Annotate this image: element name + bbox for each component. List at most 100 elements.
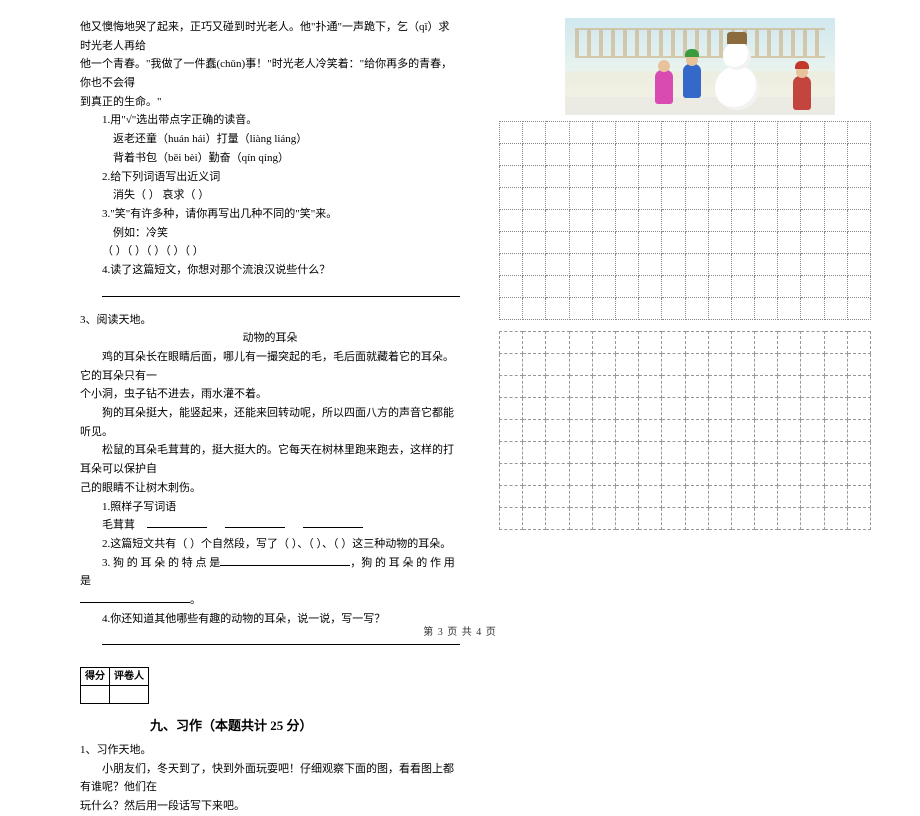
question-1: 1.用"√"选出带点字正确的读音。 [80, 111, 460, 130]
grid-cell [778, 508, 801, 530]
grid-cell [523, 298, 546, 320]
grid-cell [755, 166, 778, 188]
grid-cell [569, 398, 592, 420]
grid-cell [801, 166, 824, 188]
grid-cell [708, 276, 731, 298]
grid-cell [500, 122, 523, 144]
grid-cell [639, 442, 662, 464]
child-red [793, 76, 811, 110]
grid-cell [662, 254, 685, 276]
grid-cell [615, 144, 638, 166]
grid-cell [778, 486, 801, 508]
grid-cell [546, 332, 569, 354]
child-pink [655, 70, 673, 104]
grid-cell [523, 276, 546, 298]
grid-cell [500, 276, 523, 298]
grid-cell [639, 298, 662, 320]
grid-cell [546, 376, 569, 398]
grid-cell [731, 166, 754, 188]
passage-title: 动物的耳朵 [80, 329, 460, 348]
grid-cell [755, 486, 778, 508]
grid-cell [569, 376, 592, 398]
grid-cell [592, 298, 615, 320]
grid-cell [546, 144, 569, 166]
child-hat [685, 49, 699, 57]
grid-cell [755, 464, 778, 486]
question-3-2: 2.这篇短文共有（ ）个自然段，写了（ ）、（ ）、（ ）这三种动物的耳朵。 [80, 535, 460, 554]
page-container: 他又懊悔地哭了起来，正巧又碰到时光老人。他"扑通"一声跪下，乞（qǐ）求时光老人… [0, 0, 920, 816]
grid-cell [824, 144, 847, 166]
grid-cell [708, 442, 731, 464]
grid-cell [731, 508, 754, 530]
grid-cell [523, 166, 546, 188]
grid-cell [592, 354, 615, 376]
grid-cell [847, 464, 870, 486]
child-hat [795, 61, 809, 69]
grid-cell [523, 420, 546, 442]
question-3-blanks: （ ）（ ）（ ）（ ）（ ） [80, 242, 460, 261]
essay-prompt: 玩什么？然后用一段话写下来吧。 [80, 797, 460, 816]
grid-cell [615, 298, 638, 320]
grid-cell [500, 144, 523, 166]
grid-cell [801, 276, 824, 298]
grid-cell [639, 420, 662, 442]
question-3: 3."笑"有许多种，请你再写出几种不同的"笑"来。 [80, 205, 460, 224]
grid-cell [847, 188, 870, 210]
grid-cell [569, 166, 592, 188]
grid-cell [824, 398, 847, 420]
grid-cell [615, 464, 638, 486]
section-9-title: 九、习作（本题共计 25 分） [150, 715, 460, 737]
grid-cell [592, 276, 615, 298]
grid-cell [755, 232, 778, 254]
grid-cell [847, 332, 870, 354]
grid-cell [685, 464, 708, 486]
grid-cell [569, 442, 592, 464]
grid-cell [847, 144, 870, 166]
grid-cell [523, 442, 546, 464]
question-3-example: 例如：冷笑 [80, 224, 460, 243]
grid-cell [615, 398, 638, 420]
grid-cell [685, 122, 708, 144]
grid-cell [708, 254, 731, 276]
grid-cell [847, 232, 870, 254]
grid-cell [569, 298, 592, 320]
grid-cell [615, 188, 638, 210]
grid-cell [523, 188, 546, 210]
story-line: 到真正的生命。" [80, 93, 460, 112]
grid-cell [801, 464, 824, 486]
grid-cell [569, 464, 592, 486]
grid-cell [639, 276, 662, 298]
question-1-line: 背着书包（bēi bèi）勤奋（qín qíng） [80, 149, 460, 168]
grid-cell [778, 332, 801, 354]
grid-cell [662, 442, 685, 464]
grid-cell [662, 464, 685, 486]
grid-cell [662, 376, 685, 398]
grid-cell [824, 508, 847, 530]
grid-cell [662, 332, 685, 354]
grid-cell [662, 298, 685, 320]
grid-cell [847, 508, 870, 530]
grid-cell [592, 144, 615, 166]
grid-cell [662, 144, 685, 166]
passage-line: 松鼠的耳朵毛茸茸的，挺大挺大的。它每天在树林里跑来跑去，这样的打耳朵可以保护自 [80, 441, 460, 478]
grid-cell [731, 464, 754, 486]
grid-cell [755, 508, 778, 530]
grid-cell [639, 166, 662, 188]
grid-cell [801, 442, 824, 464]
snowman-head [723, 42, 751, 70]
grid-cell [569, 332, 592, 354]
child-head [658, 60, 670, 72]
grid-cell [708, 122, 731, 144]
grid-cell [824, 232, 847, 254]
grid-cell [685, 210, 708, 232]
grid-cell [500, 332, 523, 354]
grid-cell [500, 232, 523, 254]
grid-cell [755, 442, 778, 464]
story-line: 他一个青春。"我做了一件蠢(chǔn)事！"时光老人冷笑着："给你再多的青春，你… [80, 55, 460, 92]
grid-cell [569, 354, 592, 376]
question-4: 4.读了这篇短文，你想对那个流浪汉说些什么？ [80, 261, 460, 280]
grid-cell [639, 486, 662, 508]
grid-cell [778, 188, 801, 210]
grid-cell [546, 276, 569, 298]
grid-cell [592, 398, 615, 420]
